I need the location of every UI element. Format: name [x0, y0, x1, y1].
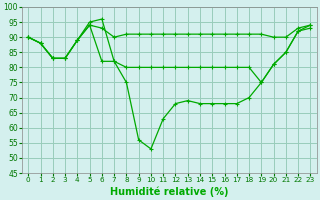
X-axis label: Humidité relative (%): Humidité relative (%) [110, 186, 228, 197]
